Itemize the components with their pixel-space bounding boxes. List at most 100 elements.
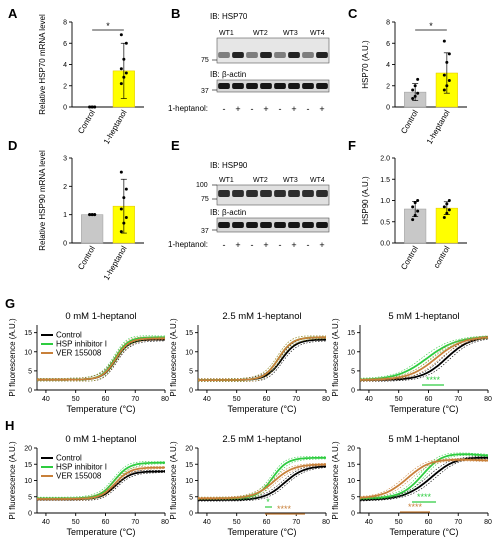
xcat-a-1: 1-heptanol <box>102 108 129 145</box>
sd-lower-h0-2 <box>37 468 165 501</box>
sd-upper-h0-2 <box>37 466 165 499</box>
xtick-g2-2: 60 <box>425 396 433 403</box>
ytick-label-f-1: 0.5 <box>380 219 390 226</box>
xtick-g2-3: 70 <box>454 396 462 403</box>
ylabel-g2: PI fluorescence (A.U.) <box>331 318 340 397</box>
datapoint-a-1-4 <box>122 57 126 61</box>
datapoint-d-1-0 <box>119 230 123 234</box>
legend-label-g-1: HSP inhibitor I <box>56 340 107 349</box>
blot-e-ib-bottom: IB: β-actin <box>210 208 246 217</box>
sd-lower-h2-2 <box>359 460 489 500</box>
datapoint-c-1-4 <box>445 60 449 64</box>
sd-lower-h1-0 <box>198 467 327 502</box>
sign-b-3: + <box>263 104 268 114</box>
datapoint-a-1-1 <box>122 75 126 79</box>
actin-band-e-4 <box>274 222 286 228</box>
ylabel-h1: PI fluorescence (A.U.) <box>169 441 178 520</box>
xlabel-h2: Temperature (°C) <box>389 527 458 537</box>
xlabel-g0: Temperature (°C) <box>66 404 135 414</box>
curve-title-h1: 2.5 mM 1-heptanol <box>222 434 301 445</box>
ytick-h1-0: 0 <box>189 511 193 518</box>
sd-upper-g1-1 <box>198 335 326 379</box>
xtick-h2-3: 70 <box>454 519 462 526</box>
xtick-g0-3: 70 <box>131 396 139 403</box>
band-b-5 <box>288 52 300 58</box>
sd-lower-h2-1 <box>360 455 489 500</box>
sd-lower-g0-2 <box>37 339 165 382</box>
sign-e-3: + <box>263 240 268 250</box>
datapoint-f-0-2 <box>416 209 420 213</box>
datapoint-a-1-0 <box>119 82 123 86</box>
sig-h-25-brown: **** <box>277 504 292 514</box>
datapoint-d-1-1 <box>122 221 126 225</box>
xtick-h2-4: 80 <box>484 519 492 526</box>
sd-lower-h1-2 <box>198 465 326 500</box>
actin-band-e-7 <box>316 222 328 228</box>
ytick-g1-2: 10 <box>185 349 193 356</box>
ylabel-c: HSP70 (A.U.) <box>361 40 370 89</box>
xtick-h1-1: 50 <box>233 519 241 526</box>
sig-g-5mm: **** <box>426 375 441 385</box>
band-b-1 <box>232 52 244 58</box>
blot-b-lane-wt3: WT3 <box>283 30 298 37</box>
sig-h-25-green: * <box>266 497 270 507</box>
bar-chart-c: 0 2 4 6 8 HSP70 (A.U.) Control 1-heptanol * <box>361 20 467 146</box>
datapoint-c-0-0 <box>411 97 415 100</box>
ytick-label-c-3: 6 <box>386 41 390 48</box>
datapoint-c-1-1 <box>445 84 449 88</box>
datapoint-c-1-3 <box>442 73 446 77</box>
ytick-g2-3: 15 <box>347 330 355 337</box>
bar-chart-d: 0 1 2 3 Relative HSP90 mRNA level Control 1-he… <box>38 150 144 282</box>
panel-label-f: F <box>348 138 356 153</box>
xtick-g0-0: 40 <box>42 396 50 403</box>
sign-b-2: - <box>251 104 254 114</box>
ytick-h2-3: 15 <box>347 462 355 469</box>
band-e-6 <box>302 190 314 197</box>
datapoint-f-1-1 <box>445 211 449 215</box>
datapoint-f-1-4 <box>445 202 449 206</box>
ytick-label-d-0: 0 <box>63 241 67 248</box>
sig-h-5-green: **** <box>417 492 432 502</box>
xtick-g2-0: 40 <box>365 396 373 403</box>
series-line-g1-0 <box>198 338 327 381</box>
ytick-h2-1: 5 <box>351 494 355 501</box>
series-line-g1-2 <box>198 336 326 381</box>
bar-d-0 <box>81 214 104 244</box>
actin-band-e-5 <box>288 222 300 228</box>
ytick-g2-2: 10 <box>347 349 355 356</box>
datapoint-d-1-5 <box>124 187 128 191</box>
sig-star-a: * <box>106 21 110 31</box>
blot-b-marker-75: 75 <box>201 57 209 64</box>
sd-lower-g1-2 <box>198 338 326 382</box>
datapoint-a-1-2 <box>124 71 128 75</box>
xcat-d-1: 1-heptanol <box>102 244 129 281</box>
datapoint-d-1-6 <box>119 170 123 174</box>
sd-upper-g2-1 <box>360 335 489 379</box>
series-line-g1-1 <box>198 336 326 381</box>
ytick-h0-3: 15 <box>24 462 32 469</box>
xcat-d-0: Control <box>76 244 97 271</box>
ytick-g0-2: 10 <box>24 349 32 356</box>
ytick-g2-1: 5 <box>351 368 355 375</box>
datapoint-d-0-4 <box>90 213 94 217</box>
sign-e-7: + <box>319 240 324 250</box>
ytick-label-d-3: 3 <box>63 156 67 163</box>
datapoint-c-1-5 <box>447 52 451 56</box>
ytick-label-f-0: 0.0 <box>380 241 390 248</box>
xcat-f-1: control <box>432 244 452 269</box>
datapoint-a-0-5 <box>93 105 97 109</box>
ytick-g0-1: 5 <box>28 368 32 375</box>
ytick-label-f-2: 1.0 <box>380 198 390 205</box>
blot-b-lane-wt4: WT4 <box>310 30 325 37</box>
datapoint-f-1-0 <box>442 216 446 219</box>
blot-e-actin-membrane <box>216 217 330 233</box>
ytick-label-d-2: 2 <box>63 184 67 191</box>
series-line-h0-2 <box>37 466 165 500</box>
blot-e-hsp90-membrane <box>216 184 330 206</box>
sig-h-5-brown: **** <box>408 502 423 512</box>
western-blot-b: IB: HSP70 WT1 WT2 WT3 WT4 75 IB: β-actin… <box>168 12 330 114</box>
xtick-g1-1: 50 <box>233 396 241 403</box>
bar-chart-a: 0 2 4 6 8 Relative HSP70 mRNA level Control 1-h… <box>38 14 144 146</box>
